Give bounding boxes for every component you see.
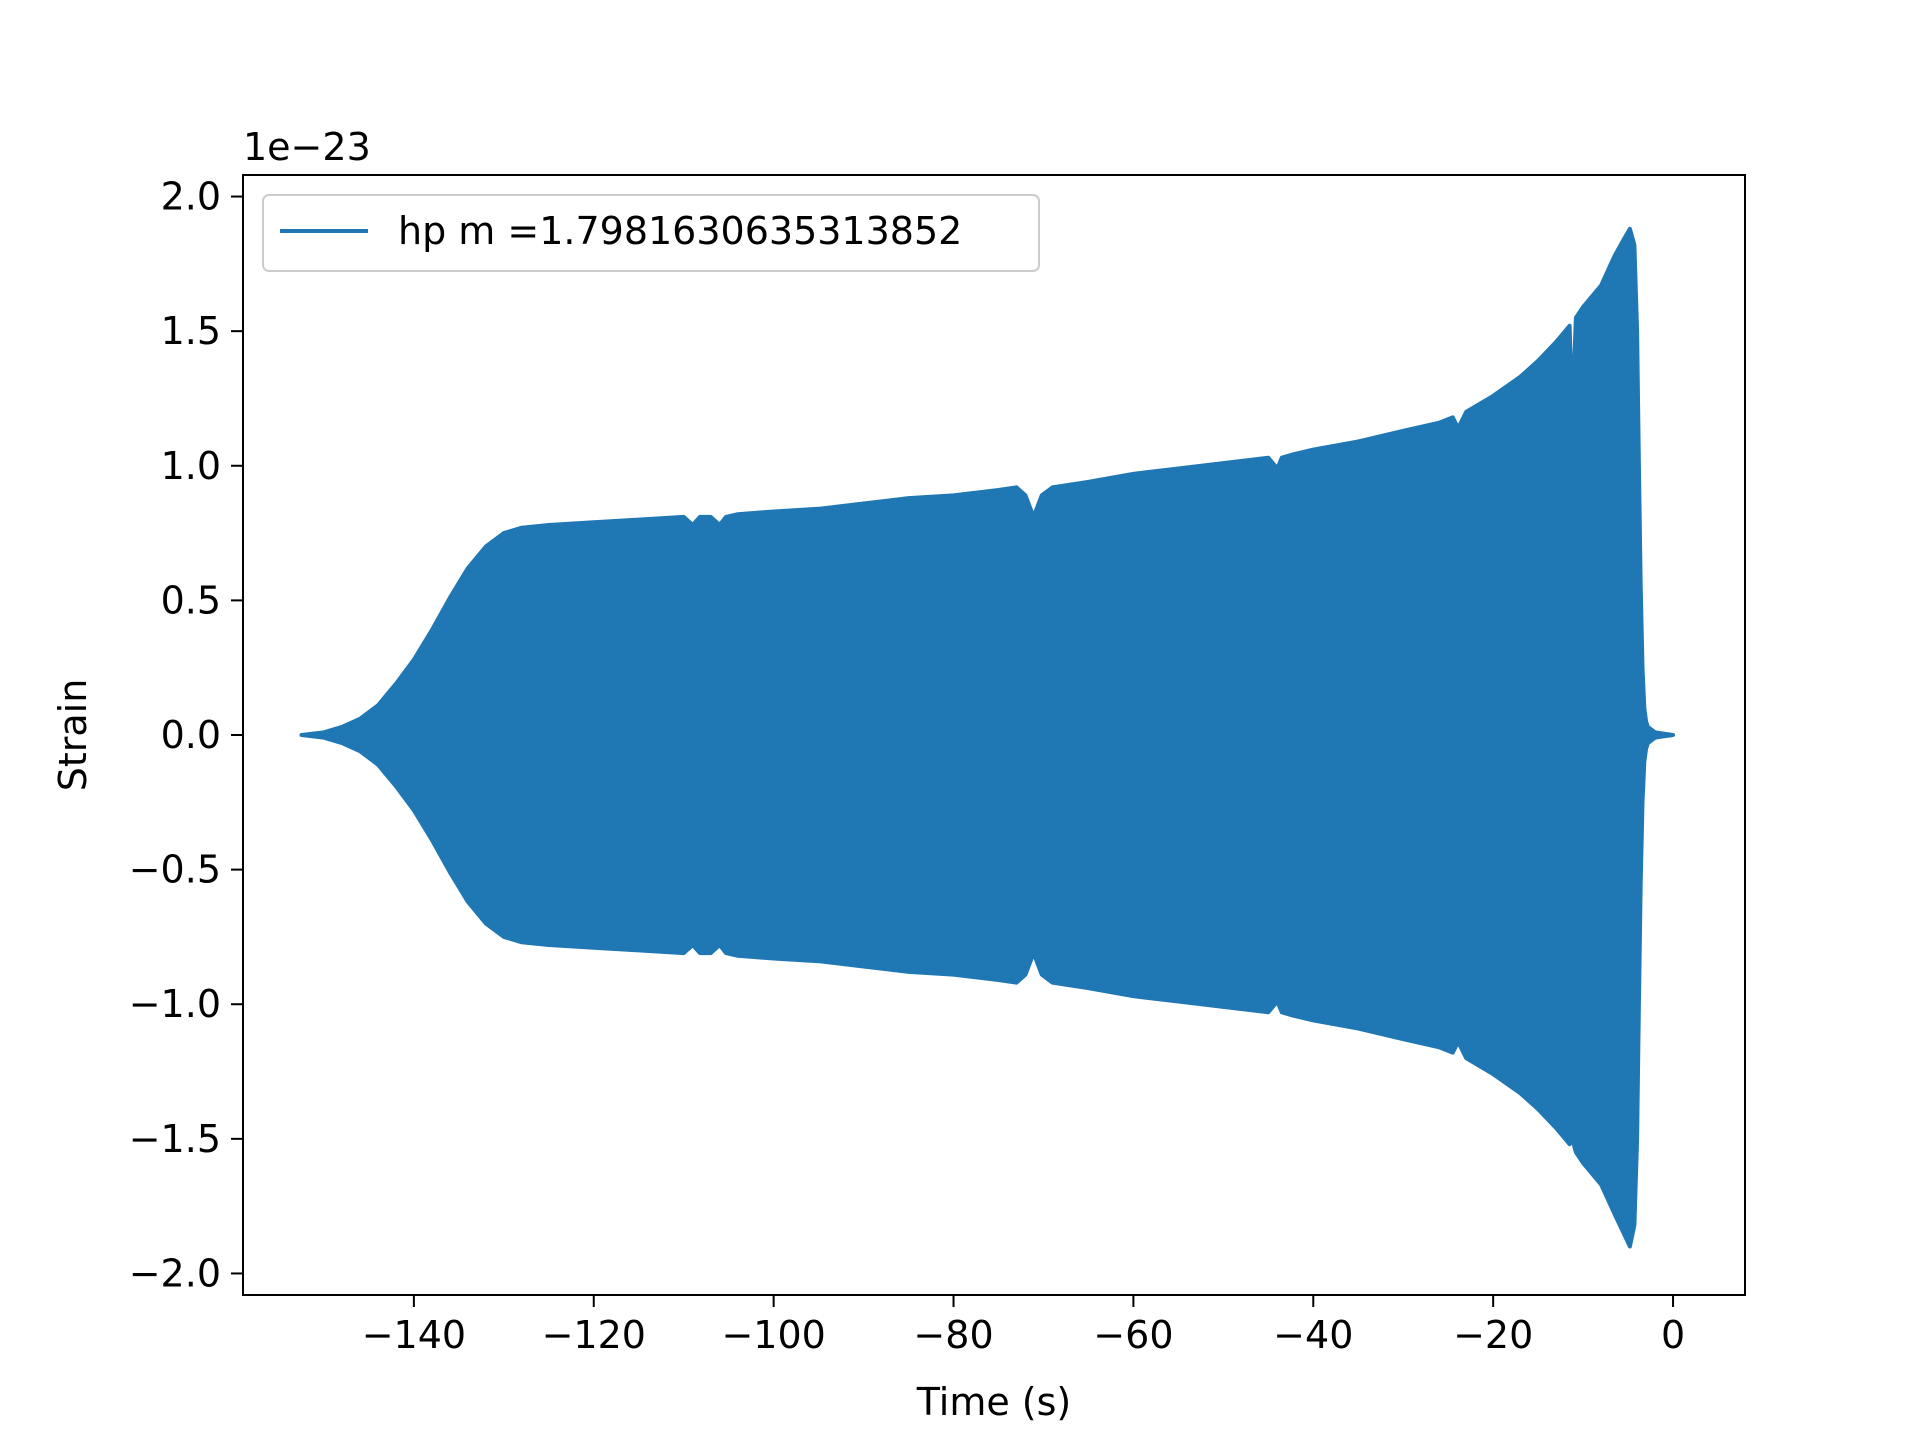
x-tick-label: −120 [542, 1313, 646, 1357]
legend-label: hp m =1.7981630635313852 [398, 209, 962, 253]
x-ticks: −140 −120 −100 −80 −60 −40 −20 0 [362, 1295, 1685, 1357]
x-tick-label: −100 [721, 1313, 825, 1357]
y-tick-label: −0.5 [129, 848, 221, 892]
legend: hp m =1.7981630635313852 [262, 194, 1040, 272]
y-ticks: −2.0 −1.5 −1.0 −0.5 0.0 0.5 1.0 1.5 2.0 [129, 175, 243, 1295]
y-axis-label: Strain [51, 679, 95, 792]
x-tick-label: −60 [1093, 1313, 1173, 1357]
y-tick-label: 2.0 [161, 175, 221, 219]
x-tick-label: −80 [913, 1313, 993, 1357]
y-tick-label: −2.0 [129, 1251, 221, 1295]
y-tick-label: −1.5 [129, 1117, 221, 1161]
y-offset-text: 1e−23 [243, 125, 371, 169]
x-tick-label: −140 [362, 1313, 466, 1357]
y-tick-label: −1.0 [129, 982, 221, 1026]
series-0-waveform [299, 226, 1675, 1249]
legend-box [262, 194, 1040, 272]
x-tick-label: 0 [1661, 1313, 1685, 1357]
y-tick-label: 0.0 [161, 713, 221, 757]
series-layer [299, 226, 1675, 1249]
y-tick-label: 1.5 [161, 309, 221, 353]
y-tick-label: 1.0 [161, 444, 221, 488]
x-tick-label: −40 [1273, 1313, 1353, 1357]
x-tick-label: −20 [1453, 1313, 1533, 1357]
x-axis-label: Time (s) [916, 1380, 1072, 1424]
y-tick-label: 0.5 [161, 578, 221, 622]
